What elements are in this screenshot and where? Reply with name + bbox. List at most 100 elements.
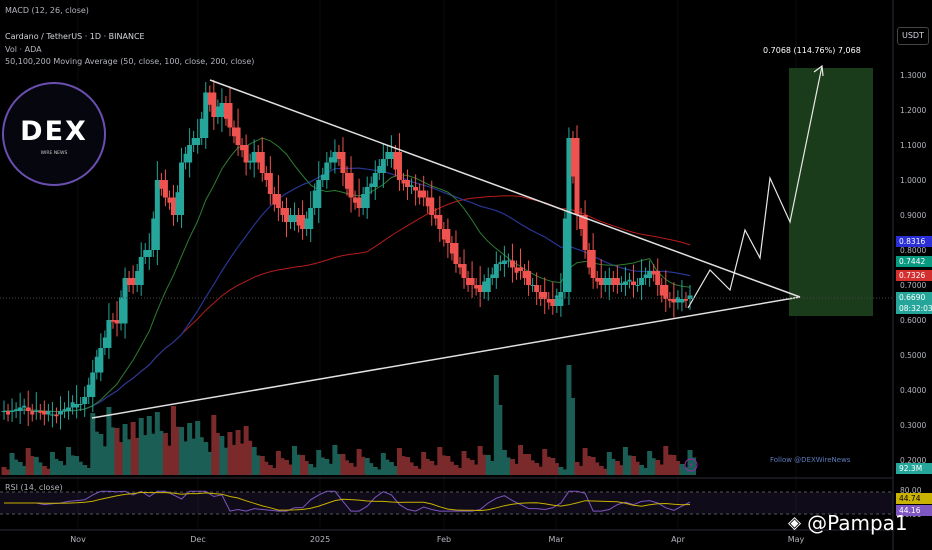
candle-body — [482, 281, 487, 292]
candle-body — [631, 281, 637, 285]
volume-bar — [562, 469, 567, 475]
price-tick-label: 0.3000 — [900, 421, 926, 430]
candle-body — [162, 180, 168, 198]
candle-body — [280, 208, 285, 215]
volume-bar — [283, 460, 289, 475]
candle-body — [574, 138, 580, 215]
candle-body — [562, 218, 567, 292]
candle-body — [114, 320, 120, 324]
volume-bar — [183, 441, 188, 475]
candle-body — [191, 138, 196, 145]
candle-body — [550, 299, 556, 306]
volume-bar — [595, 462, 600, 475]
candle-body — [106, 320, 112, 348]
candle-body — [506, 260, 511, 262]
candle-body — [304, 218, 309, 229]
volume-bar — [490, 461, 495, 475]
volume-bar — [154, 412, 160, 475]
price-tick-label: 1.2000 — [900, 106, 926, 115]
candle-body — [187, 145, 193, 163]
rsi-line — [4, 490, 691, 512]
candle-body — [296, 215, 301, 226]
candle-body — [256, 152, 261, 163]
candle-body — [425, 197, 430, 207]
price-tick-label: 1.3000 — [900, 71, 926, 80]
volume-bar — [340, 454, 346, 475]
volume-bar — [477, 446, 483, 475]
candle-body — [316, 180, 322, 208]
triangle-lower-line — [91, 296, 801, 419]
candle-body — [477, 285, 483, 292]
volume-tag: 92.3M — [896, 463, 932, 474]
candle-body — [345, 173, 349, 189]
volume-bar — [199, 437, 204, 475]
dex-logo: DEX WIRE NEWS — [2, 82, 106, 186]
candle-body — [102, 337, 107, 348]
volume-bar — [207, 451, 212, 475]
candle-body — [679, 299, 685, 303]
lightning-icon[interactable]: ⚡ — [684, 458, 698, 472]
candle-body — [493, 264, 499, 278]
candle-body — [195, 138, 201, 145]
candle-body — [643, 274, 648, 278]
time-tick-label: Dec — [190, 535, 205, 544]
target-box — [789, 68, 873, 316]
candle-body — [324, 162, 330, 180]
candle-body — [70, 402, 75, 408]
volume-bar — [587, 456, 592, 475]
volume-bar — [466, 458, 471, 475]
candle-body — [138, 257, 144, 285]
volume-bar — [687, 450, 693, 475]
candle-body — [78, 404, 83, 405]
candle-body — [566, 138, 572, 292]
volume-bar — [138, 418, 144, 475]
candle-body — [122, 278, 128, 324]
price-tag: 08:32:03 — [896, 303, 932, 314]
candle-body — [667, 299, 672, 301]
candle-body — [240, 145, 245, 151]
volume-bar — [90, 413, 96, 475]
candle-body — [25, 407, 31, 411]
candle-body — [647, 271, 653, 278]
volume-bar — [546, 456, 551, 475]
candle-body — [348, 173, 354, 198]
time-axis: Nov Dec 2025 Feb Mar Apr May — [70, 535, 804, 544]
candle-body — [14, 409, 19, 411]
volume-bar — [70, 455, 75, 475]
candle-body — [30, 411, 35, 415]
volume-bar — [232, 444, 237, 475]
time-tick-label: May — [788, 535, 805, 544]
candle-body — [534, 285, 540, 292]
volume-bar — [647, 451, 653, 475]
volume-bar — [421, 452, 427, 475]
candle-body — [675, 297, 680, 303]
volume-bar — [191, 438, 196, 475]
price-tick-label: 0.5000 — [900, 351, 926, 360]
volume-bar — [187, 423, 193, 475]
volume-bar — [372, 467, 378, 475]
volume-bar — [143, 435, 148, 475]
candle-body — [595, 278, 600, 282]
volume-bar — [130, 422, 136, 475]
volume-bar — [215, 433, 220, 475]
volume-bar — [441, 455, 446, 475]
candle-body — [259, 152, 265, 173]
volume-bar — [606, 452, 612, 475]
currency-button[interactable]: USDT — [897, 27, 929, 45]
volume-bar — [393, 465, 398, 475]
volume-bar — [570, 398, 575, 475]
volume-bar — [256, 455, 261, 475]
candle-body — [393, 152, 398, 170]
candle-body — [288, 215, 293, 222]
logo-sub-text: WIRE NEWS — [41, 150, 68, 156]
volume-bar — [345, 460, 349, 475]
candle-body — [627, 279, 632, 282]
volume-bar — [251, 447, 257, 475]
candle-body — [332, 152, 338, 163]
candle-body — [211, 92, 217, 117]
candle-body — [275, 194, 281, 208]
volume-bar — [485, 455, 491, 475]
volume-bar — [619, 465, 624, 475]
candle-body — [474, 285, 479, 289]
